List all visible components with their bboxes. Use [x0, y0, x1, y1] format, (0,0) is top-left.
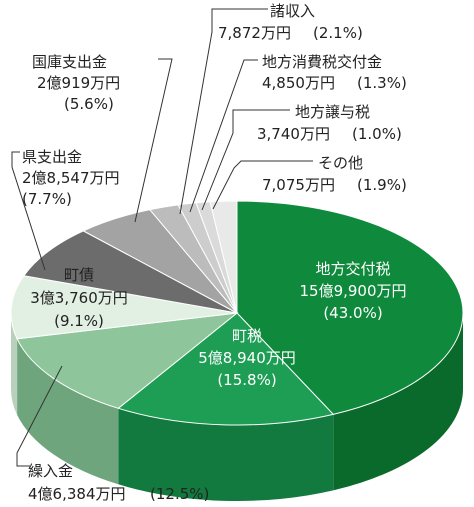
pie-side-2-0 [17, 338, 119, 485]
pie-side-1-0 [118, 408, 334, 502]
slice-label-name-1: 町税 [232, 327, 262, 345]
slice-label-name-0: 地方交付税 [315, 260, 390, 278]
slice-label-percent-5: (5.6%) [64, 95, 114, 113]
leader-line-kokko [134, 58, 173, 223]
leader-lines [11, 8, 313, 467]
slice-label-name-9: その他 [318, 154, 363, 172]
pie-top-faces [10, 200, 464, 426]
slice-label-percent-1: (15.8%) [217, 371, 276, 389]
pie-side-0-0 [333, 313, 463, 491]
pie-slice-0 [236, 200, 464, 415]
slice-label-amount-7: 4,850万円 [262, 74, 335, 92]
pie-side-3-0 [11, 313, 18, 415]
pie-side-faces [11, 313, 463, 502]
pie-slice-9 [209, 200, 238, 314]
pie-slice-1 [117, 312, 335, 426]
slice-label-percent-7: (1.3%) [357, 74, 407, 92]
leader-line-chihojoyo [201, 109, 290, 211]
slice-label-percent-6: (2.1%) [313, 24, 363, 42]
slice-label-amount-5: 2億919万円 [37, 74, 120, 92]
slice-label-percent-8: (1.0%) [352, 125, 402, 143]
slice-label-percent-4: (7.7%) [22, 190, 72, 208]
slice-label-amount-2: 4億6,384万円 [28, 485, 126, 503]
slice-label-amount-8: 3,740万円 [257, 125, 330, 143]
slice-label-amount-6: 7,872万円 [218, 24, 291, 42]
slice-label-amount-1: 5億8,940万円 [198, 349, 296, 367]
slice-label-name-8: 地方譲与税 [295, 103, 370, 121]
slice-label-name-7: 地方消費税交付金 [262, 53, 382, 71]
pie-slice-2 [16, 312, 239, 409]
slice-label-percent-3: (9.1%) [54, 312, 104, 330]
leader-line-kurikomi [16, 365, 63, 467]
slice-label-percent-9: (1.9%) [357, 176, 407, 194]
slice-label-name-5: 国庫支出金 [32, 53, 107, 71]
leader-line-chihoshohizei [189, 59, 258, 213]
slice-label-amount-0: 15億9,900万円 [299, 282, 406, 300]
leader-line-shoshunyu [179, 8, 268, 215]
slice-label-amount-4: 2億8,547万円 [22, 169, 120, 187]
leader-line-sonota [212, 160, 313, 210]
slice-label-amount-9: 7,075万円 [262, 176, 335, 194]
slice-label-amount-3: 3億3,760万円 [30, 289, 128, 307]
pie-slice-3 [10, 275, 238, 340]
slice-label-name-2: 繰入金 [28, 462, 73, 480]
slice-labels: 地方交付税 15億9,900万円 (43.0%) 町税 5億8,940万円 (1… [22, 2, 407, 503]
pie-slice-4 [23, 230, 238, 314]
slice-label-percent-2: (12.5%) [150, 485, 209, 503]
slice-label-percent-0: (43.0%) [323, 304, 382, 322]
slice-label-name-6: 諸収入 [270, 2, 315, 20]
leader-line-kenshishutsu [11, 151, 46, 271]
slice-label-name-3: 町債 [64, 266, 94, 284]
slice-label-name-4: 県支出金 [22, 148, 82, 166]
